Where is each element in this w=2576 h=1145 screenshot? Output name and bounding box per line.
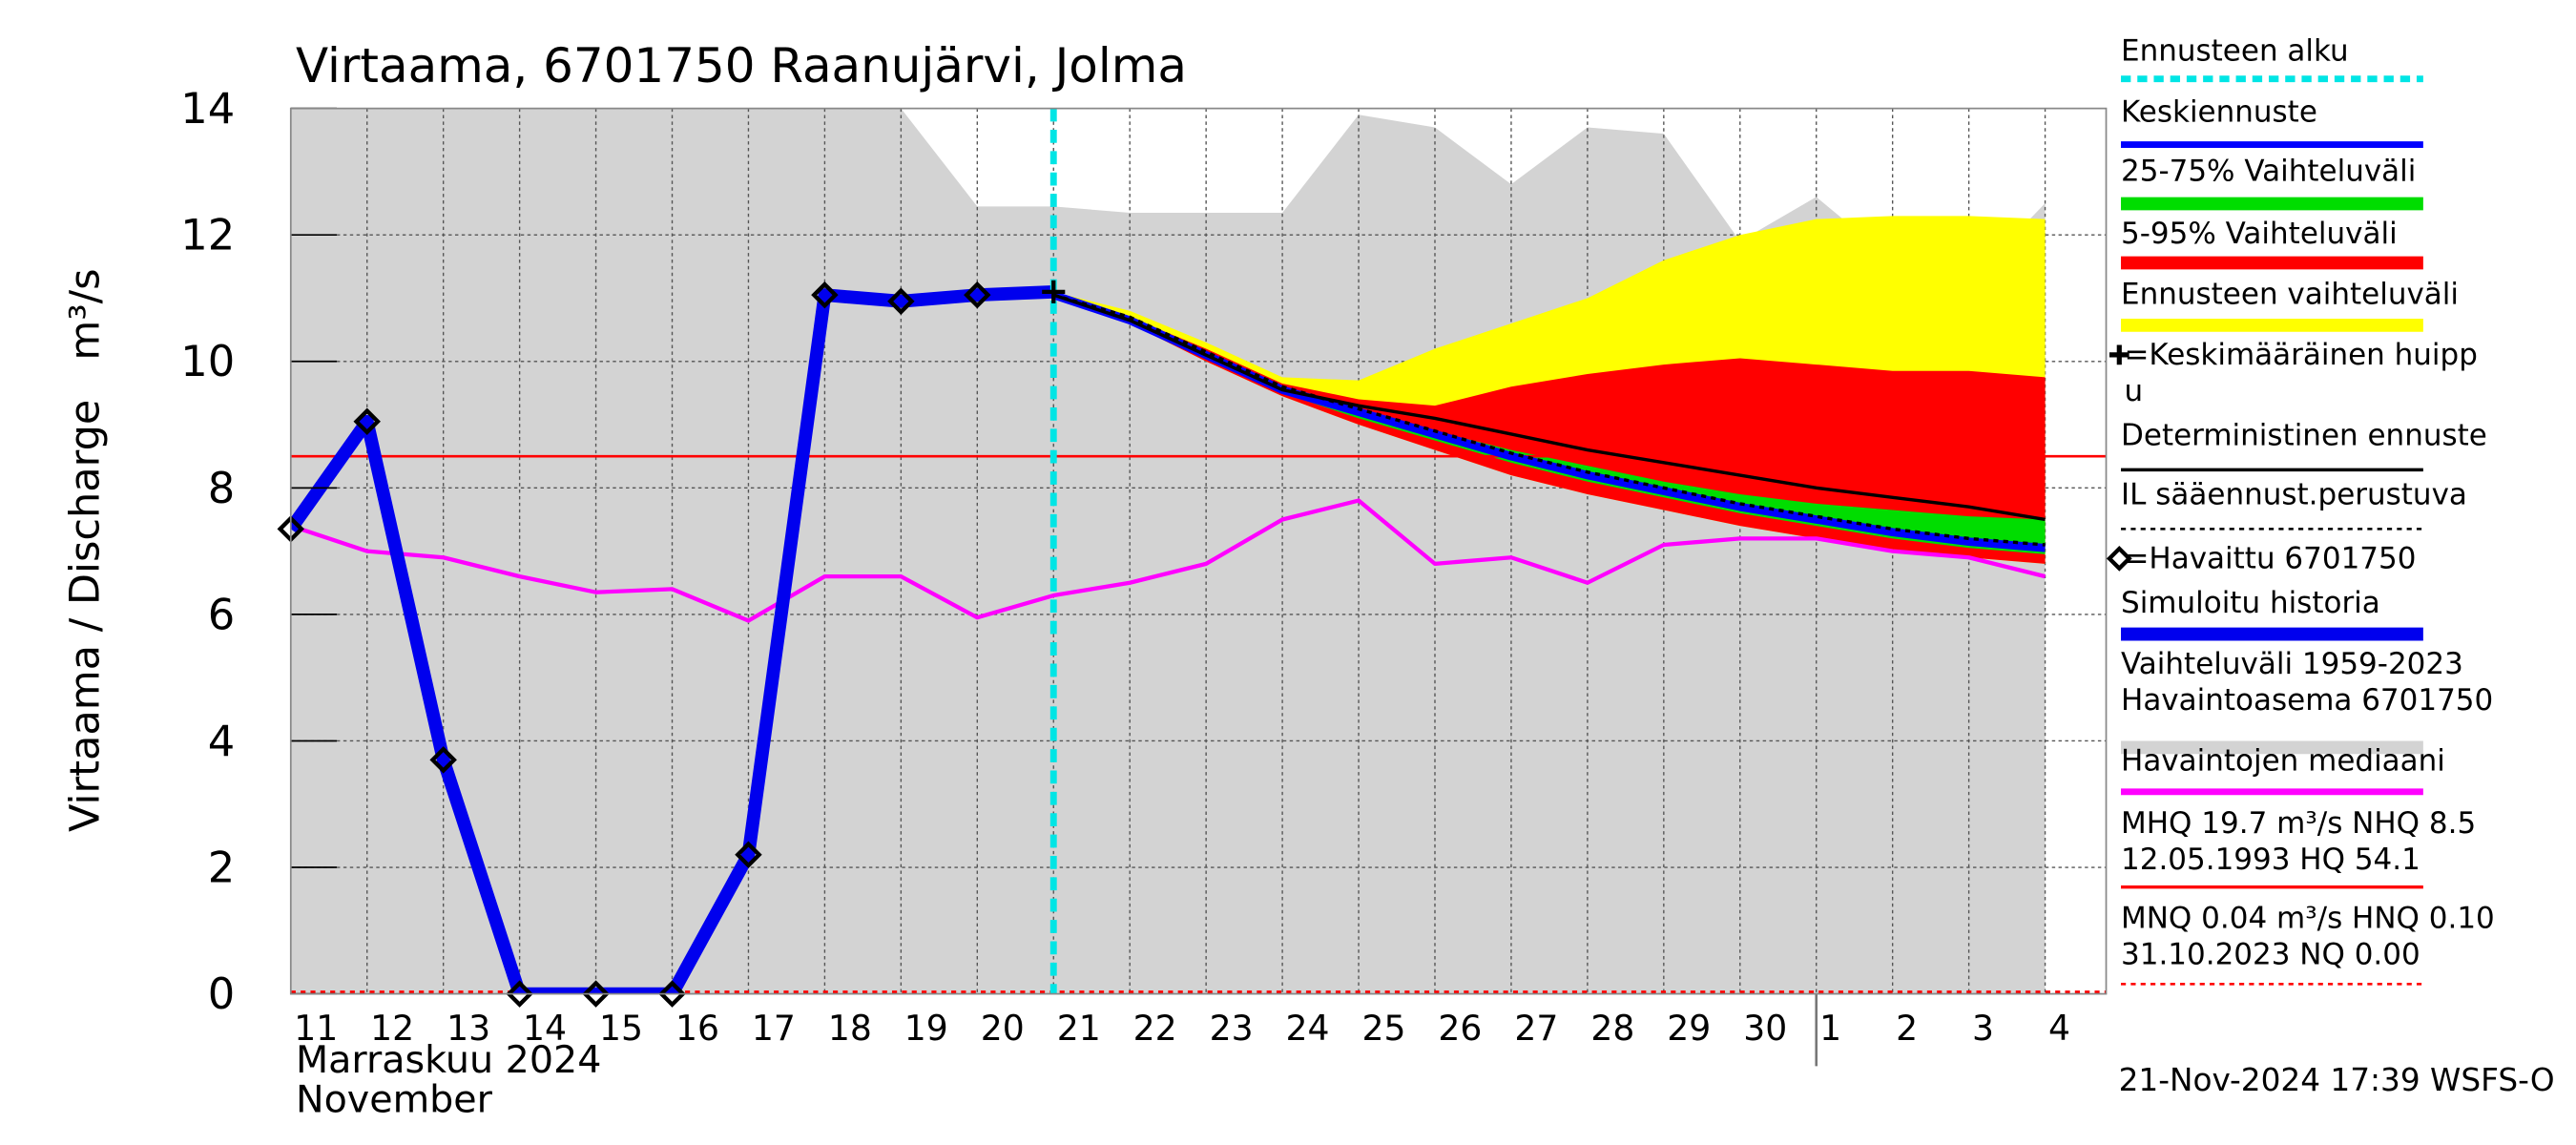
x-tick-label: 14 (523, 1008, 567, 1049)
peak-marker (1042, 280, 1066, 303)
forecast-band (1053, 295, 2046, 554)
y-tick-label: 8 (208, 463, 235, 513)
legend-label: Vaihteluväli 1959-2023 (2121, 647, 2463, 681)
series-line (1052, 293, 2046, 522)
legend-label: IL sääennust.perustuva (2121, 478, 2467, 512)
series-line (290, 284, 1054, 994)
legend-label: u (2124, 374, 2143, 408)
y-tick-label: 14 (180, 83, 235, 134)
observed-point (353, 407, 381, 435)
legend-label: MNQ 0.04 m³/s HNQ 0.10 (2121, 902, 2495, 936)
chart-title: Virtaama, 6701750 Raanujärvi, Jolma (296, 38, 1187, 94)
legend-label: Deterministinen ennuste (2121, 419, 2487, 453)
x-tick-label: 25 (1361, 1008, 1405, 1049)
x-tick-label: 20 (981, 1008, 1025, 1049)
x-tick-label: 11 (294, 1008, 338, 1049)
legend-label: 12.05.1993 HQ 54.1 (2121, 843, 2420, 877)
legend-label: =Keskimääräinen huipp (2124, 338, 2477, 372)
legend-label: Havaintoasema 6701750 (2121, 683, 2493, 718)
x-tick-label: 1 (1819, 1008, 1841, 1049)
x-tick-label: 19 (904, 1008, 948, 1049)
forecast-band (1053, 295, 2046, 564)
observed-point (506, 980, 533, 1008)
x-tick-label: 28 (1590, 1008, 1634, 1049)
y-tick-label: 0 (208, 968, 235, 1019)
x-tick-label: 27 (1514, 1008, 1558, 1049)
y-tick-label: 10 (180, 336, 235, 386)
x-tick-label: 2 (1896, 1008, 1918, 1049)
x-tick-label: 30 (1743, 1008, 1787, 1049)
legend-label: Ennusteen vaihteluväli (2121, 278, 2459, 312)
x-tick-label: 23 (1210, 1008, 1254, 1049)
legend-label: Ennusteen alku (2121, 34, 2349, 69)
legend-label: Keskiennuste (2121, 94, 2317, 129)
legend-swatch (2109, 344, 2129, 365)
legend-swatch (2106, 545, 2132, 572)
x-tick-label: 12 (370, 1008, 414, 1049)
x-tick-label: 17 (752, 1008, 796, 1049)
x-tick-label: 18 (828, 1008, 872, 1049)
x-tick-label: 22 (1133, 1008, 1177, 1049)
legend-label: Simuloitu historia (2121, 586, 2380, 620)
footer: 21-Nov-2024 17:39 WSFS-O (2119, 1062, 2555, 1098)
legend-label: 5-95% Vaihteluväli (2121, 217, 2398, 251)
observed-point (429, 746, 457, 774)
legend-label: Havaintojen mediaani (2121, 743, 2445, 778)
observed-point (887, 287, 915, 316)
x-axis-title: November (296, 1078, 493, 1122)
observed-point (964, 281, 991, 309)
series-line (1052, 293, 2046, 547)
legend-label: 25-75% Vaihteluväli (2121, 154, 2416, 188)
x-tick-label: 4 (2048, 1008, 2070, 1049)
plot (290, 108, 2107, 994)
x-tick-label: 26 (1438, 1008, 1482, 1049)
y-tick-label: 2 (208, 843, 235, 893)
legend-label: MHQ 19.7 m³/s NHQ 8.5 (2121, 806, 2476, 841)
observed-point (658, 980, 686, 1008)
plot-frame (289, 107, 2108, 995)
x-tick-label: 29 (1667, 1008, 1711, 1049)
x-tick-label: 21 (1057, 1008, 1101, 1049)
y-tick-label: 4 (208, 716, 235, 766)
y-tick-label: 12 (180, 210, 235, 260)
observed-point (735, 841, 762, 869)
y-tick-label: 6 (208, 589, 235, 639)
x-tick-label: 24 (1286, 1008, 1330, 1049)
x-tick-label: 13 (447, 1008, 490, 1049)
observed-point (582, 980, 610, 1008)
x-tick-label: 15 (599, 1008, 643, 1049)
y-axis-title: Virtaama / Discharge m³/s (61, 269, 109, 832)
series-line (290, 498, 2046, 623)
x-tick-label: 3 (1972, 1008, 1994, 1049)
x-axis-title: Marraskuu 2024 (296, 1038, 601, 1082)
x-tick-label: 16 (675, 1008, 719, 1049)
legend-label: 31.10.2023 NQ 0.00 (2121, 938, 2420, 972)
observed-point (811, 281, 839, 309)
legend-label: =Havaittu 6701750 (2124, 542, 2416, 576)
